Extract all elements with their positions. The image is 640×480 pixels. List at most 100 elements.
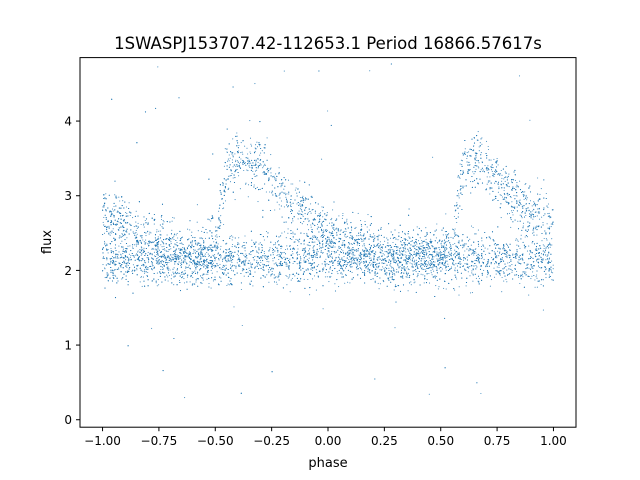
data-point: [521, 217, 523, 219]
data-point: [497, 250, 499, 252]
data-point: [516, 184, 518, 186]
data-point: [343, 230, 345, 232]
data-point: [538, 254, 541, 257]
data-point: [294, 189, 296, 191]
data-point: [181, 243, 183, 245]
data-point: [140, 241, 142, 243]
data-point: [321, 263, 323, 265]
data-point: [194, 270, 196, 272]
data-point: [390, 270, 392, 272]
data-point: [397, 239, 399, 241]
data-point: [526, 197, 528, 199]
data-point: [458, 195, 460, 197]
data-point: [493, 176, 495, 178]
data-point: [383, 254, 385, 256]
data-point: [545, 269, 547, 271]
data-point: [228, 175, 230, 177]
data-point: [223, 165, 225, 167]
data-point: [312, 223, 314, 225]
data-point: [342, 244, 344, 246]
data-point: [163, 253, 165, 255]
data-point: [258, 252, 260, 254]
data-point: [308, 257, 310, 259]
data-point: [461, 160, 463, 162]
data-point: [118, 268, 120, 270]
data-point: [220, 245, 222, 247]
data-point: [170, 241, 172, 243]
data-point: [214, 235, 216, 237]
data-point: [453, 230, 455, 232]
data-point: [285, 265, 287, 267]
data-point: [158, 261, 160, 263]
data-point: [220, 277, 222, 279]
data-point: [446, 255, 448, 257]
data-point: [240, 261, 243, 263]
data-point: [229, 175, 231, 177]
data-point: [214, 253, 216, 256]
data-point: [454, 251, 457, 253]
data-point: [319, 245, 321, 247]
data-point: [482, 170, 484, 173]
data-point: [390, 267, 393, 269]
data-point: [307, 229, 310, 231]
data-point: [475, 277, 477, 279]
data-point: [205, 260, 207, 262]
data-point: [463, 254, 465, 256]
data-point: [430, 238, 432, 240]
data-point: [489, 176, 491, 178]
data-point: [404, 254, 406, 256]
data-point: [116, 256, 119, 258]
data-point: [307, 244, 309, 246]
data-point: [202, 238, 204, 240]
data-point: [261, 244, 263, 246]
data-point: [344, 227, 346, 230]
data-point: [151, 327, 153, 329]
data-point: [214, 258, 216, 260]
data-point: [144, 269, 146, 271]
data-point: [518, 276, 520, 278]
data-point: [138, 251, 140, 253]
data-point: [184, 397, 186, 399]
data-point: [244, 235, 246, 237]
data-point: [440, 241, 443, 243]
data-point: [489, 188, 491, 190]
data-point: [392, 258, 394, 260]
data-point: [180, 262, 182, 264]
data-point: [244, 261, 246, 263]
data-point: [478, 262, 480, 264]
data-point: [534, 254, 536, 256]
data-point: [436, 258, 438, 260]
data-point: [529, 200, 532, 202]
data-point: [270, 154, 272, 156]
data-point: [496, 257, 498, 259]
data-point: [271, 247, 274, 249]
data-point: [417, 250, 420, 252]
data-point: [287, 179, 290, 181]
data-point: [249, 270, 252, 272]
data-point: [199, 242, 201, 244]
data-point: [170, 243, 172, 245]
data-point: [102, 264, 104, 266]
data-point: [130, 254, 132, 257]
data-point: [519, 282, 521, 285]
data-point: [495, 171, 497, 174]
data-point: [240, 288, 242, 291]
data-point: [114, 194, 116, 196]
data-point: [241, 270, 243, 272]
data-point: [286, 275, 288, 277]
data-point: [111, 261, 114, 263]
data-point: [485, 140, 488, 142]
data-point: [469, 292, 472, 294]
data-point: [241, 159, 243, 161]
data-point: [448, 251, 450, 253]
data-point: [157, 66, 159, 68]
data-point: [289, 291, 291, 293]
data-point: [235, 161, 237, 163]
data-point: [201, 247, 203, 249]
data-point: [416, 246, 418, 248]
data-point: [150, 232, 152, 234]
data-point: [418, 252, 420, 254]
data-point: [367, 270, 369, 272]
data-point: [403, 243, 405, 245]
data-point: [273, 263, 275, 265]
